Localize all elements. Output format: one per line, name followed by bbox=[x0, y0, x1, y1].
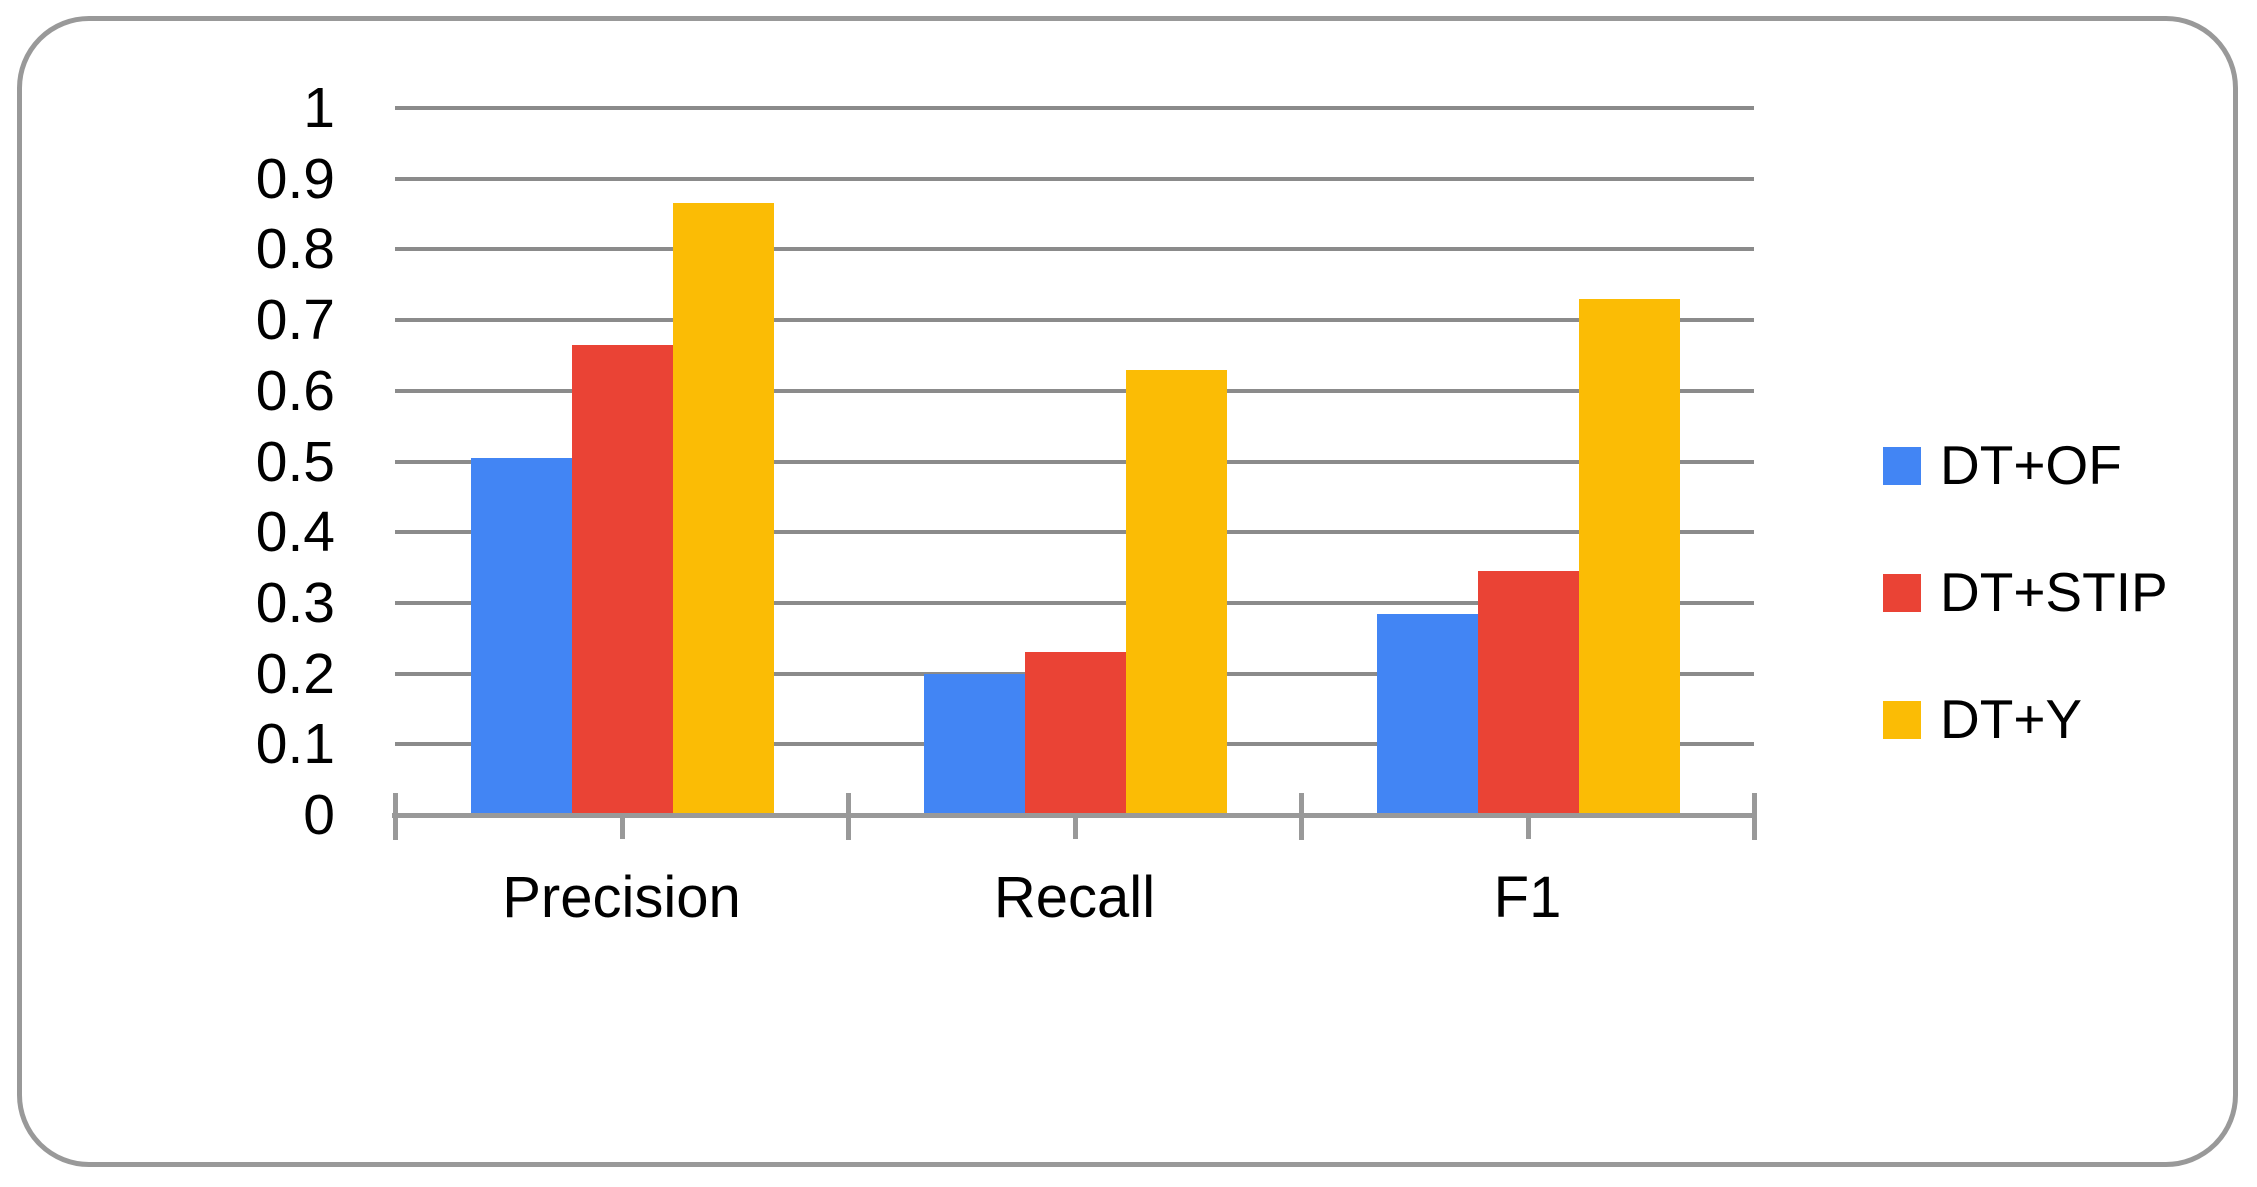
legend-swatch-dt-of bbox=[1883, 446, 1921, 485]
x-axis-center-tick bbox=[1072, 815, 1078, 839]
y-tick-label-0.6: 0.6 bbox=[255, 358, 335, 423]
y-tick-label-0.5: 0.5 bbox=[255, 429, 335, 494]
x-category-label-precision: Precision bbox=[502, 865, 741, 930]
legend-item-dt-y: DT+Y bbox=[1883, 688, 2083, 750]
gridline-0.6 bbox=[395, 388, 1754, 393]
legend-item-dt-of: DT+OF bbox=[1883, 434, 2122, 496]
legend-label-dt-stip: DT+STIP bbox=[1940, 561, 2168, 623]
x-axis-center-tick bbox=[619, 815, 625, 839]
bar-precision-dt-stip bbox=[572, 344, 673, 815]
x-category-label-f1: F1 bbox=[1493, 865, 1562, 930]
legend-label-dt-y: DT+Y bbox=[1940, 688, 2083, 750]
y-tick-label-0.9: 0.9 bbox=[255, 146, 335, 211]
gridline-0.7 bbox=[395, 318, 1754, 323]
chart-border-frame bbox=[17, 16, 2238, 1167]
legend-swatch-dt-stip bbox=[1883, 573, 1921, 612]
gridline-0.5 bbox=[395, 459, 1754, 464]
gridline-0.8 bbox=[395, 247, 1754, 252]
bar-recall-dt-stip bbox=[1025, 652, 1126, 815]
x-axis-boundary-tick bbox=[846, 793, 851, 840]
gridline-0.4 bbox=[395, 530, 1754, 535]
bar-f1-dt-y bbox=[1579, 298, 1680, 815]
x-axis-center-tick bbox=[1525, 815, 1531, 839]
x-axis-boundary-tick bbox=[1752, 793, 1757, 840]
bar-f1-dt-of bbox=[1377, 613, 1478, 815]
bar-recall-dt-of bbox=[924, 673, 1025, 815]
gridline-0.9 bbox=[395, 176, 1754, 181]
legend-item-dt-stip: DT+STIP bbox=[1883, 561, 2168, 623]
gridline-1 bbox=[395, 106, 1754, 110]
legend-swatch-dt-y bbox=[1883, 700, 1921, 739]
y-tick-label-0.3: 0.3 bbox=[255, 570, 335, 635]
bar-precision-dt-y bbox=[673, 203, 774, 815]
y-tick-label-0.8: 0.8 bbox=[255, 217, 335, 282]
x-category-label-recall: Recall bbox=[993, 865, 1156, 930]
x-axis-boundary-tick bbox=[393, 793, 398, 840]
bar-f1-dt-stip bbox=[1478, 571, 1579, 815]
legend-label-dt-of: DT+OF bbox=[1940, 434, 2122, 496]
y-tick-label-0.4: 0.4 bbox=[255, 500, 335, 565]
y-tick-label-0.2: 0.2 bbox=[255, 641, 335, 706]
gridline-0.3 bbox=[395, 600, 1754, 605]
y-tick-label-0.7: 0.7 bbox=[255, 288, 335, 353]
y-tick-label-1: 1 bbox=[303, 76, 335, 140]
bar-precision-dt-of bbox=[471, 457, 572, 815]
plot-area bbox=[392, 106, 1757, 868]
y-tick-label-0.1: 0.1 bbox=[255, 712, 335, 777]
x-axis-boundary-tick bbox=[1299, 793, 1304, 840]
y-tick-label-0: 0 bbox=[303, 783, 335, 847]
bar-recall-dt-y bbox=[1126, 369, 1227, 815]
